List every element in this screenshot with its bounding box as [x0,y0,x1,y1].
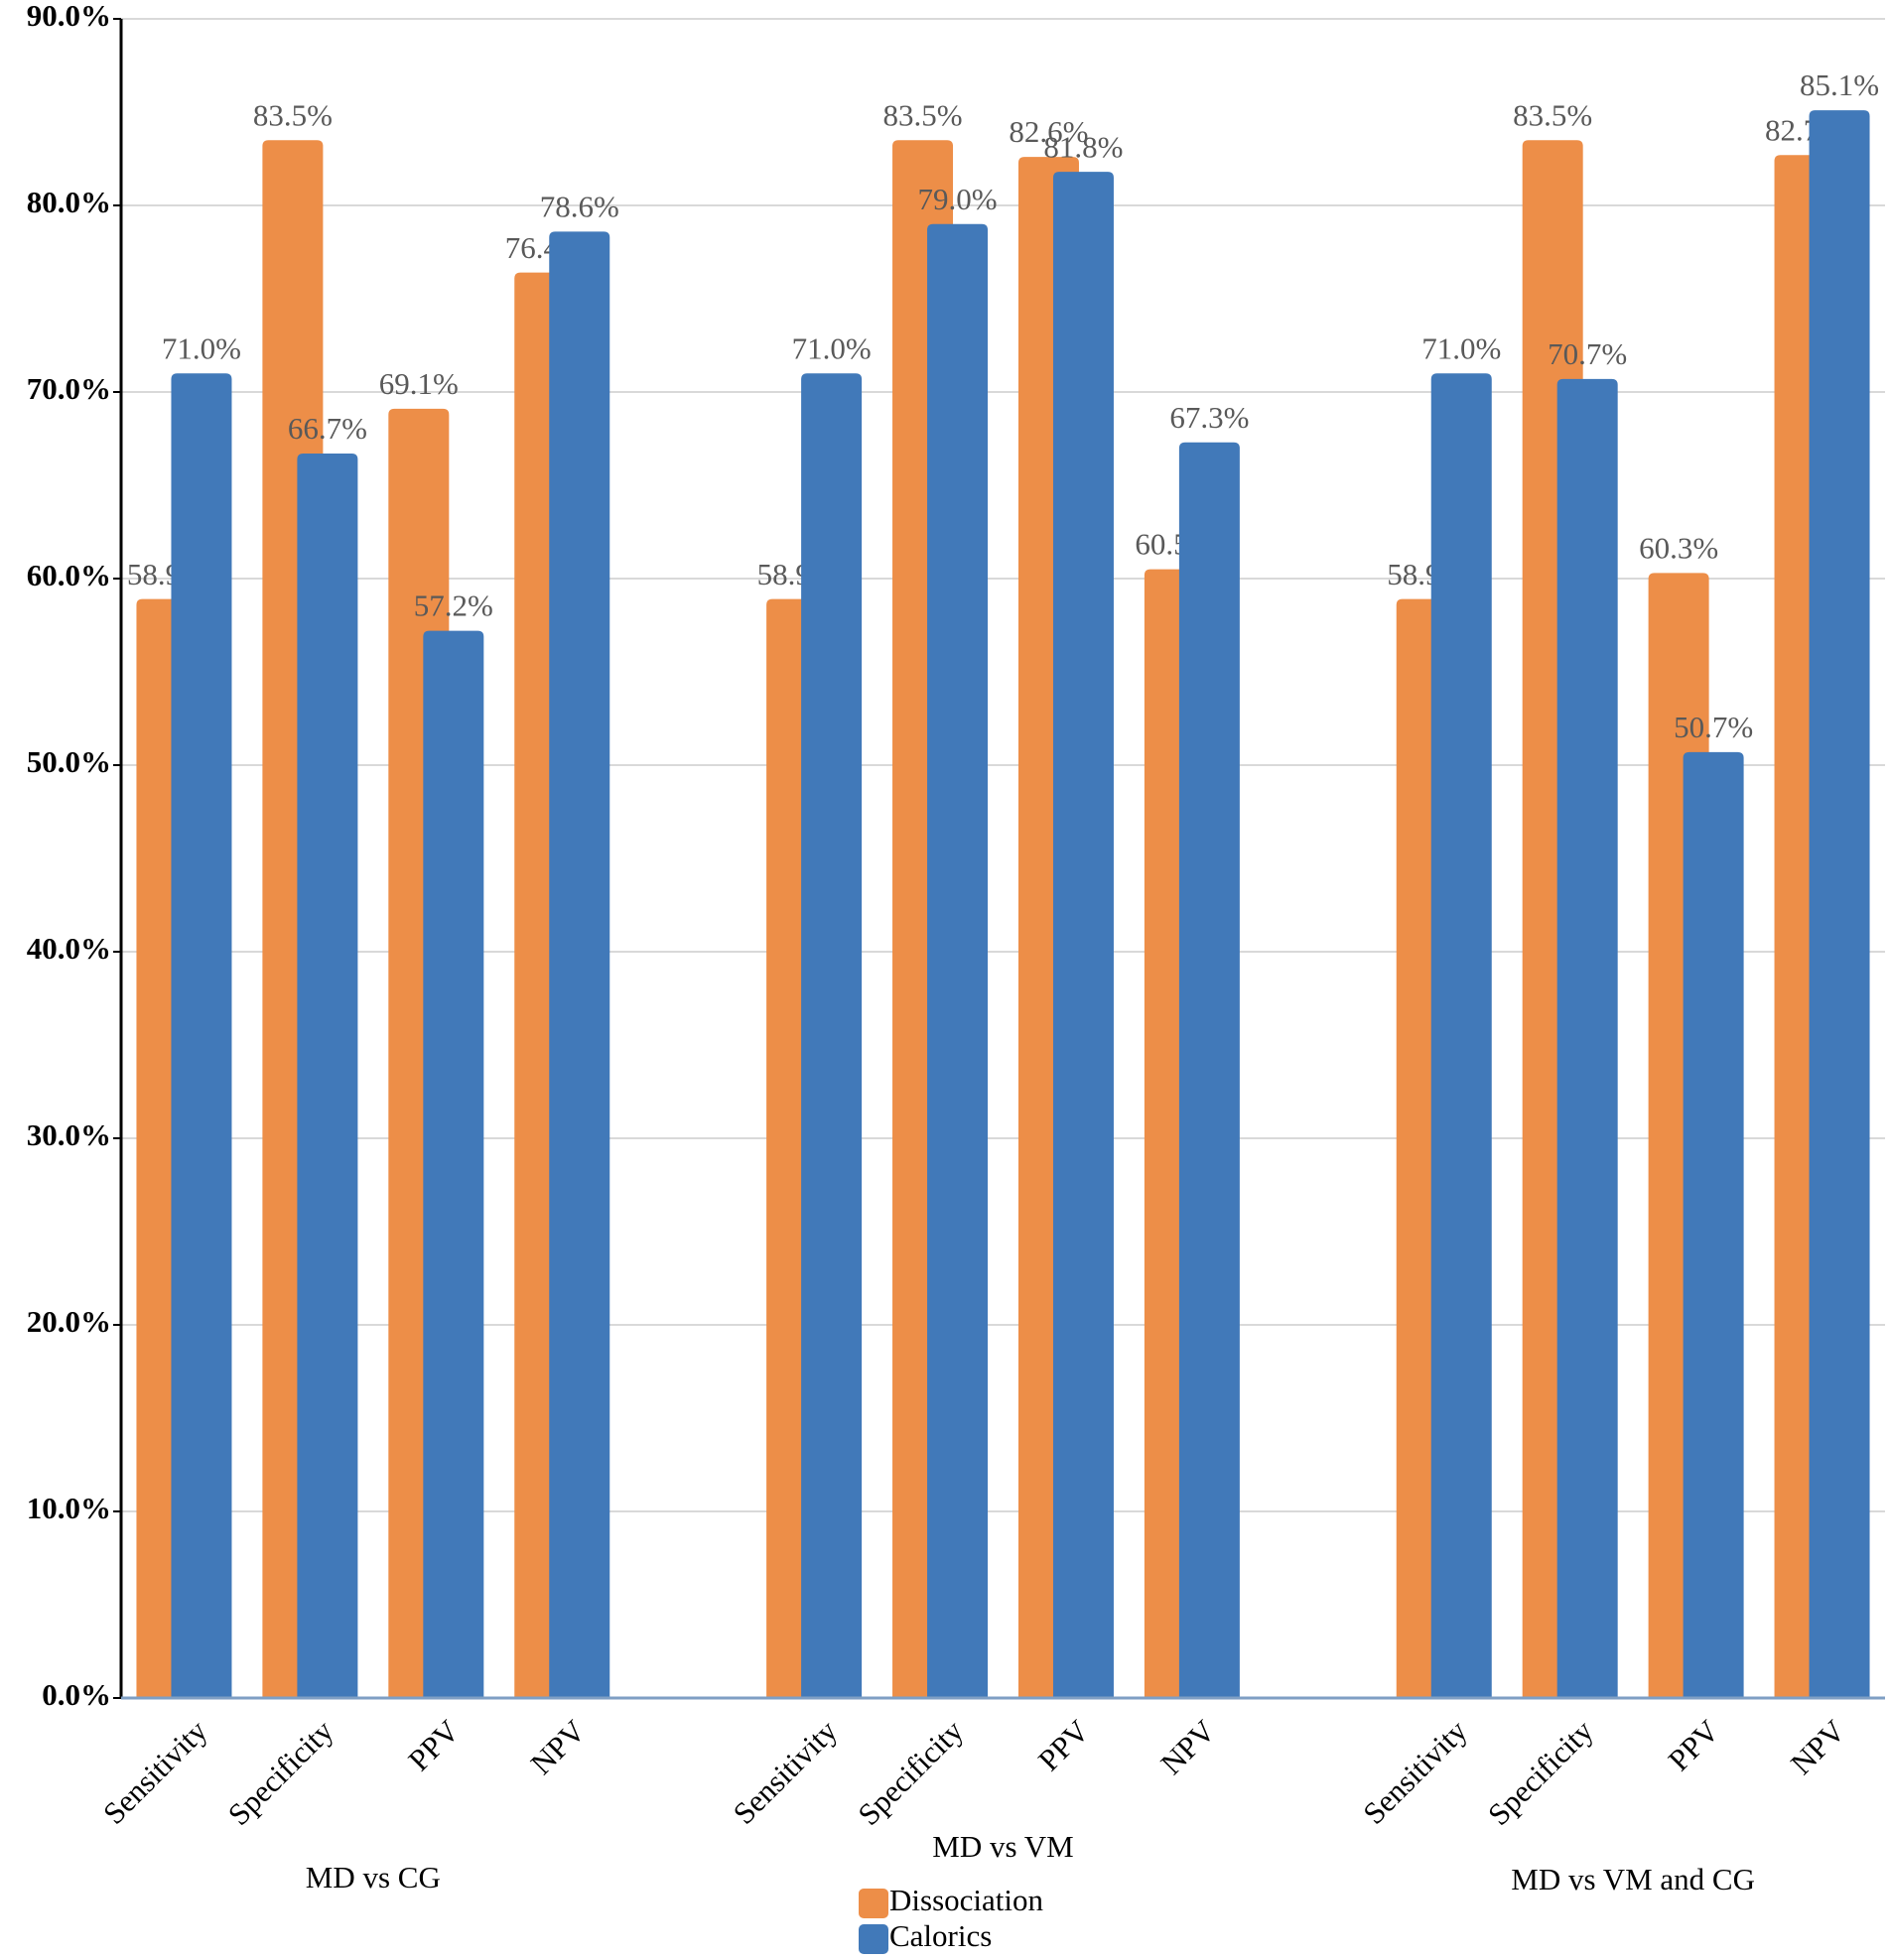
bar [1430,373,1492,1699]
y-tick-label: 80.0% [27,185,111,219]
legend-label: Dissociation [889,1883,1043,1917]
bar [171,373,232,1699]
x-tick-label: PPV [1662,1713,1726,1777]
value-label: 71.0% [1421,330,1501,365]
value-label: 83.5% [882,97,962,132]
x-tick-label: Sensitivity [1356,1713,1474,1831]
value-label: 71.0% [162,330,241,365]
value-label: 71.0% [792,330,872,365]
y-tick-label: 60.0% [27,558,111,592]
value-label: 69.1% [379,366,459,401]
x-tick-label: PPV [401,1713,466,1777]
x-tick-label: Sensitivity [96,1713,214,1831]
value-label: 50.7% [1674,710,1753,744]
group-label: MD vs CG [306,1860,441,1895]
bar [927,223,989,1698]
bar [1178,442,1240,1698]
y-tick-label: 30.0% [27,1117,111,1152]
bar [1683,751,1744,1698]
value-label: 83.5% [253,97,333,132]
x-tick-label: Sensitivity [727,1713,845,1831]
bar [801,373,863,1699]
group-label: MD vs VM [932,1829,1073,1864]
value-label: 79.0% [917,182,997,216]
bar [1052,172,1114,1698]
bar [1556,378,1618,1699]
y-tick-label: 0.0% [42,1677,111,1712]
y-tick-label: 20.0% [27,1304,111,1339]
group-label: MD vs VM and CG [1511,1862,1755,1896]
value-label: 60.3% [1639,530,1718,565]
value-label: 70.7% [1548,336,1627,371]
legend-label: Calorics [889,1918,992,1953]
y-tick-label: 90.0% [27,0,111,33]
x-tick-label: NPV [1153,1713,1222,1781]
value-label: 57.2% [414,588,493,623]
x-tick-label: Specificity [221,1713,340,1832]
bar [297,454,358,1698]
bar [423,630,484,1698]
legend-swatch [859,1889,888,1918]
y-tick-label: 50.0% [27,744,111,779]
value-label: 83.5% [1513,97,1592,132]
legend-swatch [859,1924,888,1954]
x-tick-label: Specificity [1481,1713,1600,1832]
bar [549,231,610,1698]
value-label: 67.3% [1169,400,1249,435]
x-tick-label: NPV [1784,1713,1852,1781]
value-label: 85.1% [1800,67,1879,102]
value-label: 81.8% [1043,129,1123,164]
value-label: 78.6% [540,189,619,223]
x-tick-label: Specificity [851,1713,970,1832]
x-tick-label: PPV [1031,1713,1096,1777]
bar [1809,110,1870,1699]
y-tick-label: 40.0% [27,931,111,966]
value-label: 66.7% [288,411,367,446]
y-tick-label: 10.0% [27,1491,111,1525]
x-tick-label: NPV [524,1713,593,1781]
value-label: 82.6% [1009,114,1088,149]
y-tick-label: 70.0% [27,371,111,406]
